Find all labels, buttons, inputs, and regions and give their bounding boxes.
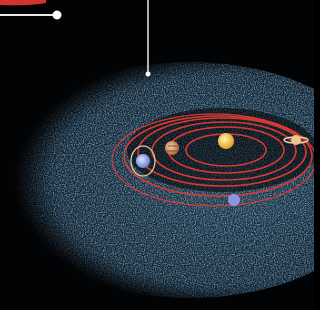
solar-system-illustration <box>0 0 314 310</box>
pointer-dot <box>53 11 62 20</box>
planet <box>291 135 301 145</box>
page: (() => { const data = JSON.parse(documen… <box>0 0 320 310</box>
planet <box>228 194 240 206</box>
pointer-dot <box>146 72 151 77</box>
sun <box>218 133 234 149</box>
planet <box>136 154 150 168</box>
planet <box>165 141 179 155</box>
